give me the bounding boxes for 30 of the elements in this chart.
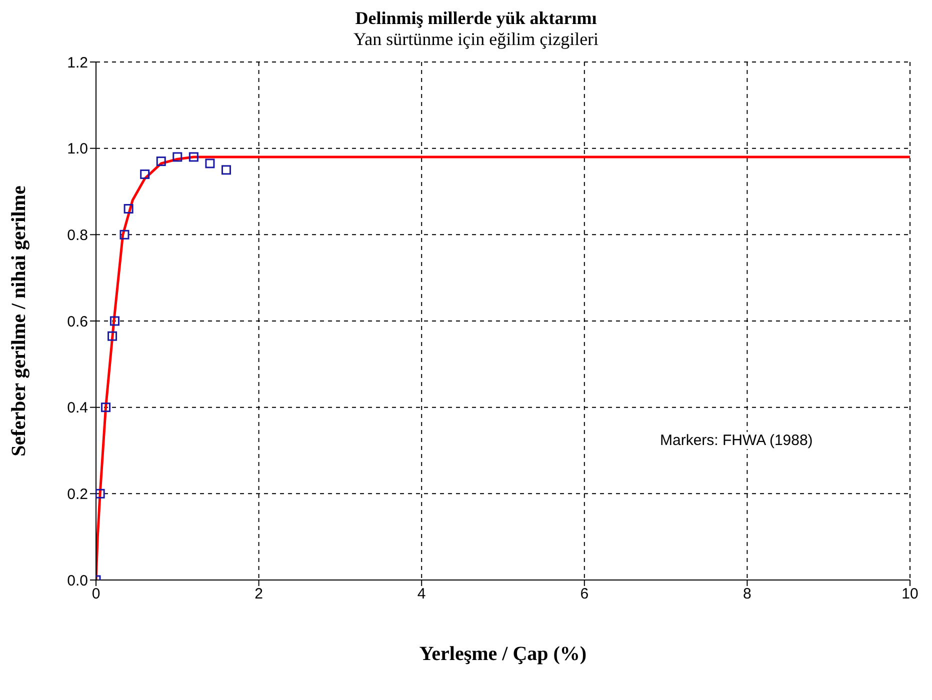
point — [108, 331, 118, 341]
x-tick-label: 6 — [580, 586, 589, 603]
point — [101, 402, 111, 412]
y-axis-title: Seferber gerilme / nihai gerilme — [8, 186, 30, 456]
point — [120, 230, 130, 240]
point — [96, 488, 105, 498]
point — [156, 156, 166, 166]
y-tick-label: 0.6 — [67, 313, 88, 330]
y-tick-label: 1.2 — [67, 54, 88, 72]
point — [140, 169, 150, 179]
y-tick-label: 0.4 — [67, 400, 88, 417]
x-tick-label: 2 — [254, 586, 263, 603]
point — [188, 152, 198, 162]
y-tick-label: 0.8 — [67, 226, 88, 244]
x-tick-label: 0 — [92, 586, 100, 603]
point — [221, 165, 231, 175]
x-tick-label: 8 — [743, 586, 752, 603]
y-tick-label: 0.2 — [67, 486, 88, 503]
point — [205, 158, 215, 168]
annotation: Markers: FHWA (1988) — [658, 432, 815, 449]
chart-title: Delinmiş millerde yük aktarımı — [354, 8, 598, 29]
x-tick-label: 4 — [417, 586, 426, 603]
x-tick-label: 10 — [902, 586, 918, 603]
y-tick-label: 0.0 — [67, 572, 88, 590]
x-axis-title: Yerleşme / Çap (%) — [419, 643, 587, 665]
chart-subtitle: Yan sürtünme için eğilim çizgileri — [352, 29, 600, 50]
point — [124, 204, 134, 214]
point — [172, 152, 182, 162]
y-tick-label: 1.0 — [67, 140, 88, 158]
point — [110, 316, 120, 326]
